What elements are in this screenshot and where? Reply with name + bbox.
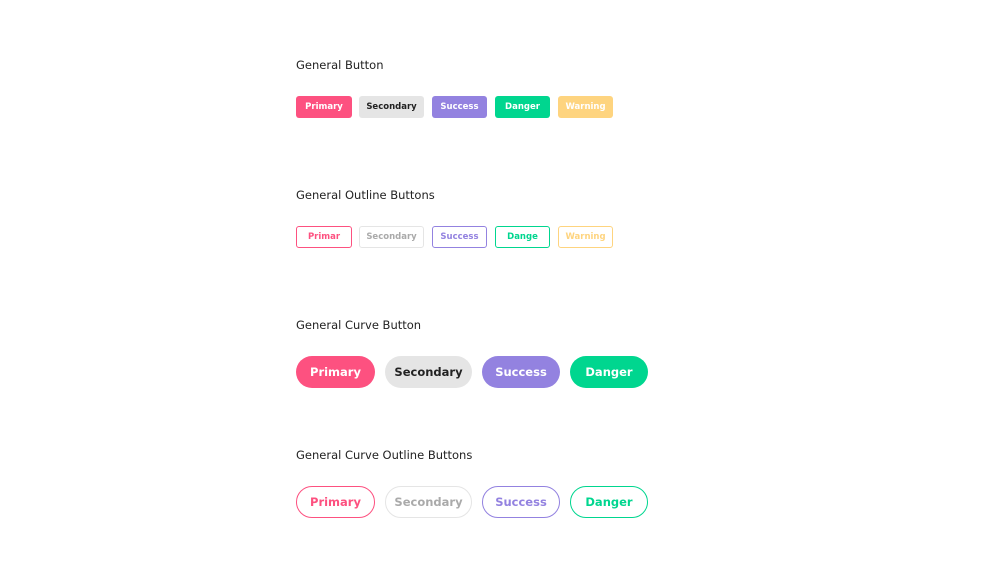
general-button-heading: General Button bbox=[296, 58, 384, 72]
curve-outline-danger-button[interactable]: Danger bbox=[570, 486, 648, 518]
curve-danger-button[interactable]: Danger bbox=[570, 356, 648, 388]
outline-danger-button[interactable]: Dange bbox=[495, 226, 550, 248]
outline-secondary-button[interactable]: Secondary bbox=[359, 226, 424, 248]
curve-primary-button[interactable]: Primary bbox=[296, 356, 375, 388]
outline-success-button[interactable]: Success bbox=[432, 226, 487, 248]
general-curve-outline-buttons-heading: General Curve Outline Buttons bbox=[296, 448, 473, 462]
warning-button[interactable]: Warning bbox=[558, 96, 613, 118]
outline-warning-button[interactable]: Warning bbox=[558, 226, 613, 248]
general-curve-button-heading: General Curve Button bbox=[296, 318, 422, 332]
secondary-button[interactable]: Secondary bbox=[359, 96, 424, 118]
curve-outline-success-button[interactable]: Success bbox=[482, 486, 560, 518]
primary-button[interactable]: Primary bbox=[296, 96, 352, 118]
danger-button[interactable]: Danger bbox=[495, 96, 550, 118]
success-button[interactable]: Success bbox=[432, 96, 487, 118]
curve-outline-primary-button[interactable]: Primary bbox=[296, 486, 375, 518]
curve-outline-secondary-button[interactable]: Secondary bbox=[385, 486, 472, 518]
general-outline-buttons-heading: General Outline Buttons bbox=[296, 188, 435, 202]
outline-primary-button[interactable]: Primar bbox=[296, 226, 352, 248]
curve-success-button[interactable]: Success bbox=[482, 356, 560, 388]
curve-secondary-button[interactable]: Secondary bbox=[385, 356, 472, 388]
